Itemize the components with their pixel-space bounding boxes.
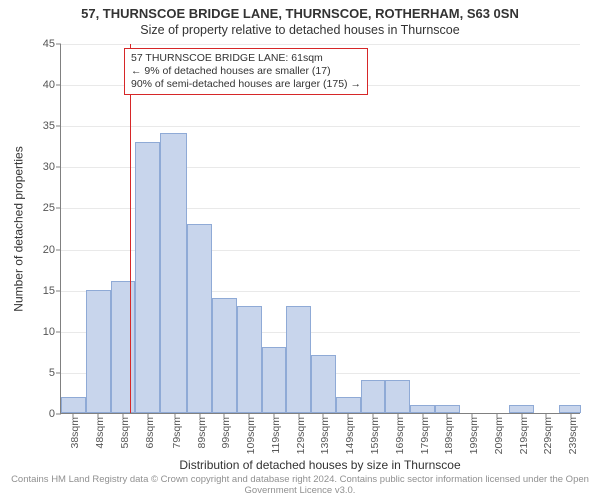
x-tick-label: 129sqm (295, 417, 307, 454)
histogram-bar (509, 405, 534, 413)
y-tick-label: 0 (49, 408, 55, 420)
chart-address-title: 57, THURNSCOE BRIDGE LANE, THURNSCOE, RO… (0, 6, 600, 21)
gridline-h (61, 126, 580, 127)
histogram-bar (361, 380, 386, 413)
annotation-line: 90% of semi-detached houses are larger (… (131, 78, 361, 91)
x-tick-label: 119sqm (270, 417, 282, 454)
histogram-bar (86, 290, 111, 413)
histogram-bar (111, 281, 136, 413)
y-tick-mark (56, 372, 61, 373)
histogram-bar (262, 347, 287, 413)
y-tick-mark (56, 414, 61, 415)
histogram-bar (336, 397, 361, 413)
y-tick-label: 20 (43, 244, 55, 256)
x-tick-label: 209sqm (493, 417, 505, 454)
y-tick-label: 45 (43, 38, 55, 50)
x-axis-label: Distribution of detached houses by size … (60, 458, 580, 472)
y-axis-label-wrap: Number of detached properties (12, 44, 26, 414)
histogram-bar (160, 133, 187, 413)
x-tick-label: 239sqm (567, 417, 579, 454)
y-tick-mark (56, 208, 61, 209)
y-tick-label: 15 (43, 285, 55, 297)
y-tick-label: 30 (43, 161, 55, 173)
y-tick-label: 10 (43, 326, 55, 338)
x-tick-label: 199sqm (468, 417, 480, 454)
histogram-bar (559, 405, 581, 413)
histogram-bar (435, 405, 460, 413)
x-tick-label: 79sqm (171, 417, 183, 449)
chart-container: 57, THURNSCOE BRIDGE LANE, THURNSCOE, RO… (0, 0, 600, 500)
x-tick-label: 58sqm (119, 417, 131, 449)
y-tick-mark (56, 249, 61, 250)
chart-subtitle: Size of property relative to detached ho… (0, 23, 600, 37)
histogram-bar (385, 380, 410, 413)
y-tick-label: 25 (43, 202, 55, 214)
x-tick-label: 159sqm (369, 417, 381, 454)
copyright-credit: Contains HM Land Registry data © Crown c… (0, 474, 600, 496)
histogram-bar (410, 405, 435, 413)
x-tick-label: 68sqm (144, 417, 156, 449)
y-tick-mark (56, 44, 61, 45)
x-tick-label: 89sqm (196, 417, 208, 449)
plot-area: 05101520253035404538sqm48sqm58sqm68sqm79… (60, 44, 580, 414)
histogram-bar (187, 224, 212, 413)
x-tick-label: 189sqm (443, 417, 455, 454)
x-tick-label: 139sqm (319, 417, 331, 454)
y-tick-label: 35 (43, 120, 55, 132)
x-tick-label: 149sqm (344, 417, 356, 454)
y-tick-mark (56, 290, 61, 291)
annotation-box: 57 THURNSCOE BRIDGE LANE: 61sqm← 9% of d… (124, 48, 368, 95)
histogram-bar (286, 306, 311, 413)
gridline-h (61, 44, 580, 45)
x-tick-label: 109sqm (245, 417, 257, 454)
x-tick-label: 169sqm (394, 417, 406, 454)
y-tick-mark (56, 167, 61, 168)
annotation-line: 57 THURNSCOE BRIDGE LANE: 61sqm (131, 52, 361, 65)
x-tick-label: 229sqm (542, 417, 554, 454)
y-tick-mark (56, 126, 61, 127)
x-tick-label: 99sqm (220, 417, 232, 449)
y-tick-mark (56, 85, 61, 86)
histogram-bar (135, 142, 160, 413)
x-tick-label: 219sqm (518, 417, 530, 454)
y-axis-label: Number of detached properties (12, 146, 26, 311)
histogram-bar (212, 298, 237, 413)
annotation-line: ← 9% of detached houses are smaller (17) (131, 65, 361, 78)
y-tick-label: 5 (49, 367, 55, 379)
x-tick-label: 179sqm (419, 417, 431, 454)
histogram-bar (61, 397, 86, 413)
reference-line (130, 44, 131, 413)
x-tick-label: 38sqm (69, 417, 81, 449)
y-tick-label: 40 (43, 79, 55, 91)
histogram-bar (311, 355, 336, 413)
x-tick-label: 48sqm (94, 417, 106, 449)
y-tick-mark (56, 331, 61, 332)
histogram-bar (237, 306, 262, 413)
